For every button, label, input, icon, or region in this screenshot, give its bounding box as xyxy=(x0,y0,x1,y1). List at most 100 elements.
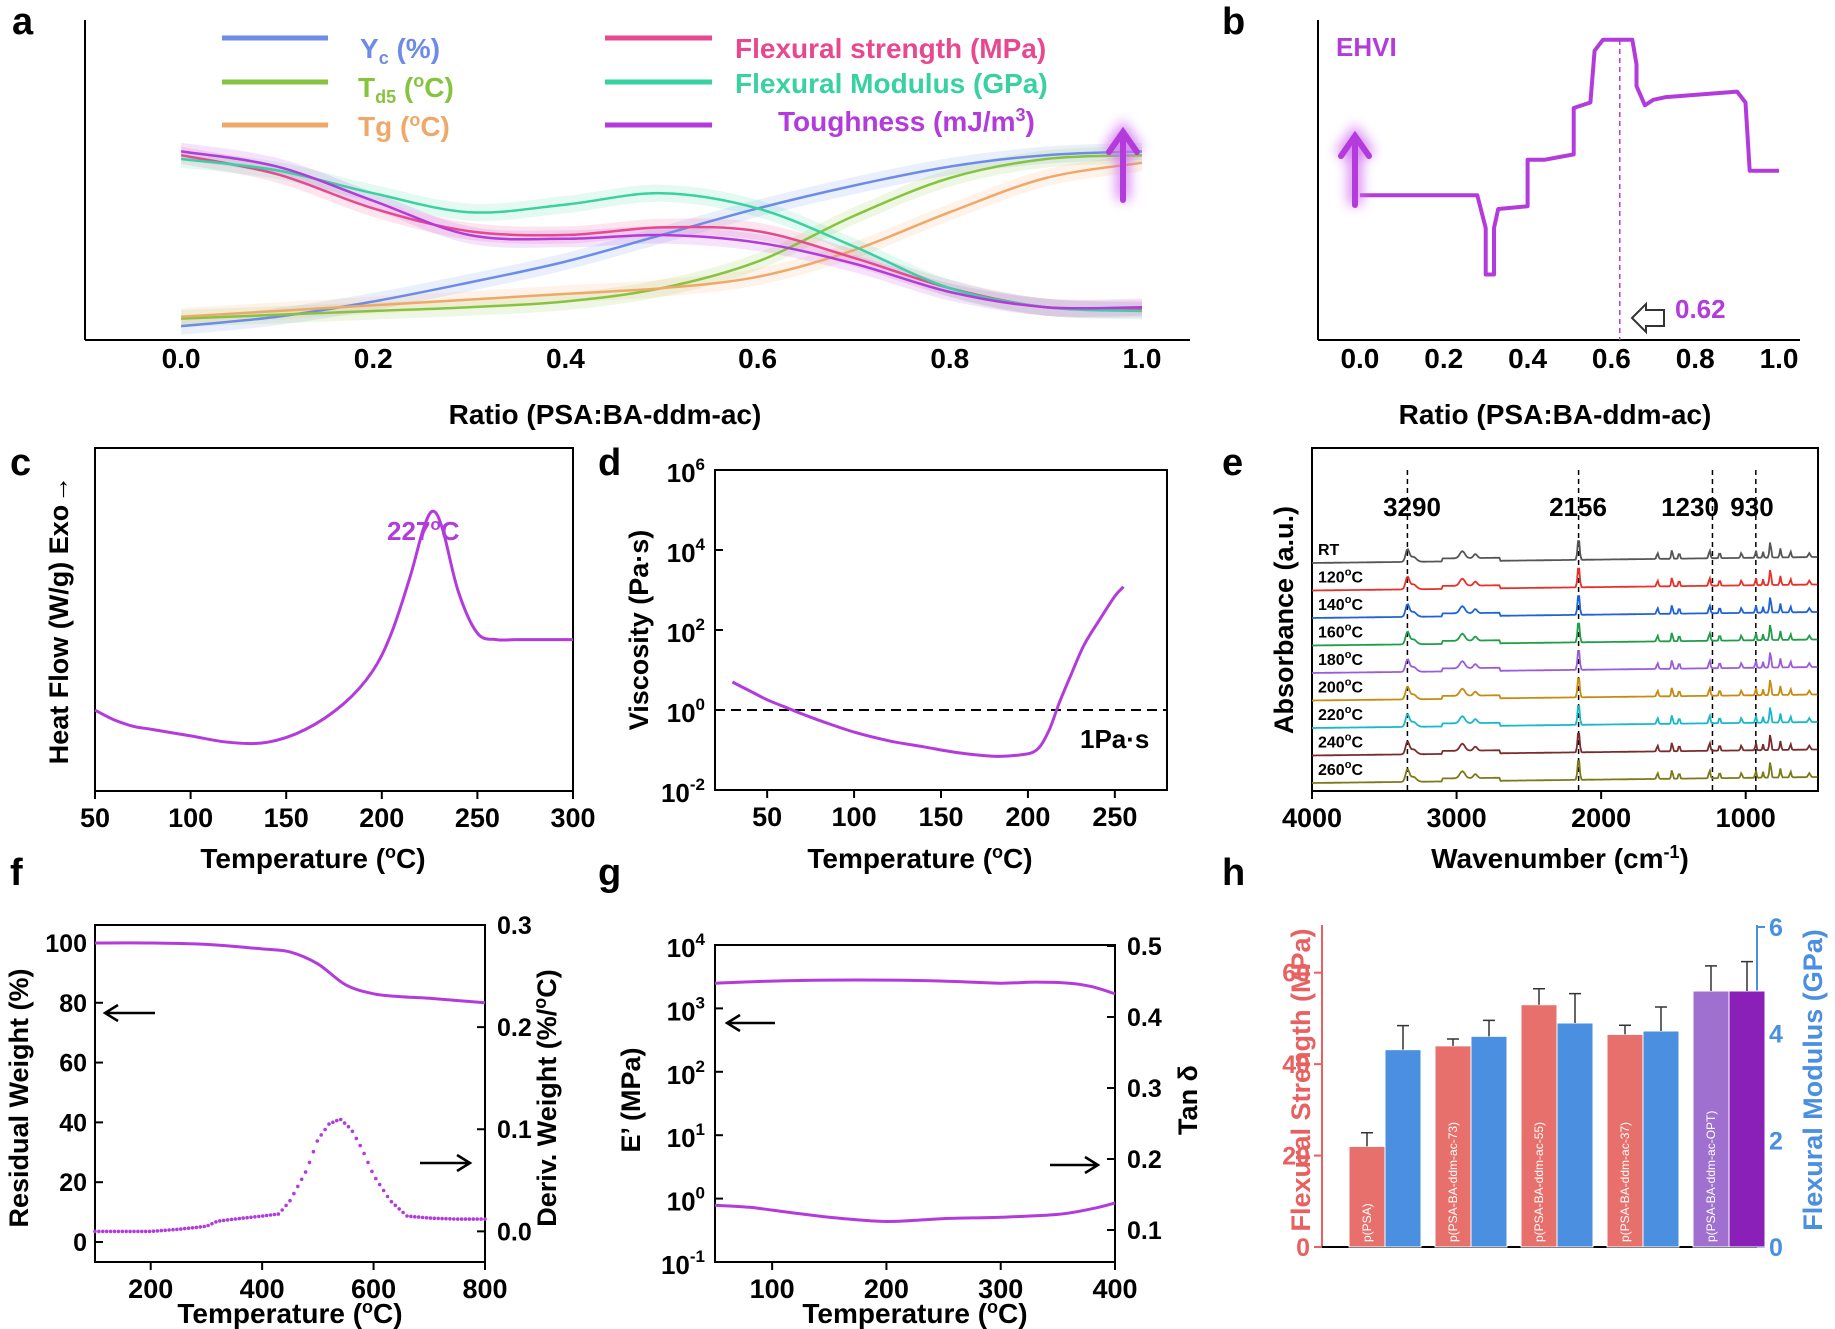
panel-h-modulus-bar-2 xyxy=(1556,1022,1594,1248)
panel-c-xtick-2-label: 150 xyxy=(264,803,309,833)
panel-g-xtick-2-label: 300 xyxy=(978,1274,1023,1304)
panel-f-derivative-dot xyxy=(467,1217,472,1221)
panel-f-derivative-dot xyxy=(366,1160,370,1165)
panel-f-derivative-dot xyxy=(214,1220,218,1224)
panel-b-up-arrow-icon xyxy=(1335,123,1375,208)
panel-f-yrtick-2-label: 0.2 xyxy=(497,1014,532,1042)
panel-f-yltick-3-label: 60 xyxy=(59,1050,87,1078)
panel-a-xtick-1-label: 0.2 xyxy=(354,343,393,374)
panel-f-derivative-dot xyxy=(288,1198,292,1203)
panel-f-derivative-dot xyxy=(194,1225,199,1230)
panel-h-yrtick-0-label: 0 xyxy=(1769,1234,1783,1262)
panel-e-spectrum-8 xyxy=(1312,760,1818,784)
panel-f-derivative-dot xyxy=(151,1229,156,1233)
legend-label-tough: Toughness (mJ/m3) xyxy=(778,105,1035,137)
panel-e-series-label-6: 220oC xyxy=(1318,704,1363,724)
panel-d-ytick-0-label: 10-2 xyxy=(661,775,705,808)
panel-e-x-label: Wavenumber (cm-1) xyxy=(1431,842,1689,874)
panel-f-derivative-dot xyxy=(202,1224,206,1229)
panel-f-derivative-dot xyxy=(331,1120,335,1125)
panel-h-strength-error-4 xyxy=(1705,965,1717,991)
panel-f-derivative-dot xyxy=(455,1217,460,1221)
panel-c-xtick-4-label: 250 xyxy=(455,803,500,833)
panel-b-xtick-0-label: 0.0 xyxy=(1340,343,1379,374)
panel-d-xtick-0-label: 50 xyxy=(752,802,782,832)
panel-f-derivative-dot xyxy=(190,1226,195,1230)
panel-e-spectra: RT 120oC 140oC 160oC 180oC 200oC 220oC 240oC 260… xyxy=(1312,540,1818,784)
panel-a-lines xyxy=(180,150,1143,328)
panel-a-xtick-3-label: 0.6 xyxy=(738,343,777,374)
panel-h-modulus-error-3 xyxy=(1655,1006,1667,1031)
panel-e-spectrum-0 xyxy=(1312,540,1818,564)
panel-e-xtick-0-label: 4000 xyxy=(1282,803,1342,833)
panel-g-xtick-3-label: 400 xyxy=(1092,1274,1137,1304)
panel-f-derivative-dot xyxy=(452,1217,456,1221)
panel-b-ehvi-label: EHVI xyxy=(1336,32,1397,62)
panel-f-derivative-dot xyxy=(163,1228,167,1233)
panel-f-derivative-dot xyxy=(221,1218,226,1223)
panel-e-series-label-4: 180oC xyxy=(1318,649,1363,669)
panel-f-derivative-dot xyxy=(436,1216,441,1221)
panel-f-derivative-dot xyxy=(218,1219,222,1223)
panel-b-xtick-5-label: 1.0 xyxy=(1760,343,1799,374)
panel-f-derivative-dot xyxy=(397,1207,402,1211)
panel-f-derivative-dot xyxy=(296,1184,300,1189)
panel-b-xtick-2-label: 0.4 xyxy=(1508,343,1547,374)
panel-f-derivative-dot xyxy=(362,1151,366,1156)
panel-h-strength-error-0 xyxy=(1361,1131,1373,1147)
panel-h-category-label-4: p(PSA-BA-ddm-ac-OPT) xyxy=(1704,1111,1718,1242)
panel-f-yltick-4-label: 80 xyxy=(59,990,87,1018)
panel-h-modulus-bar-4 xyxy=(1728,990,1766,1248)
panel-f-derivative-dot xyxy=(315,1139,320,1143)
panel-f-xtick-2-label: 600 xyxy=(351,1274,396,1304)
legend-label-td5: Td5 (oC) xyxy=(358,71,454,107)
panel-h-category-label-3: p(PSA-BA-ddm-ac-37) xyxy=(1618,1122,1632,1242)
panel-f-derivative-dot xyxy=(276,1212,281,1216)
panel-a-xtick-0-label: 0.0 xyxy=(162,343,201,374)
panel-f-derivative-dot xyxy=(140,1229,144,1234)
panel-h-modulus-error-4 xyxy=(1741,960,1753,991)
panel-f-derivative-dot xyxy=(409,1214,413,1219)
panel-a-band-tg xyxy=(181,154,1143,326)
panel-f-derivative-curve xyxy=(93,1117,487,1234)
panel-f-derivative-dot xyxy=(128,1229,132,1234)
panel-f-xtick-0-label: 200 xyxy=(128,1274,173,1304)
panel-e-peak-label-2: 1230 xyxy=(1661,492,1719,522)
panel-h-modulus-bar-1 xyxy=(1470,1035,1508,1248)
panel-b-ticks: 0.0 0.2 0.4 0.6 0.8 1.0 xyxy=(1340,343,1799,374)
panel-h-modulus-error-2 xyxy=(1569,992,1581,1023)
panel-f-derivative-dot xyxy=(264,1213,269,1218)
panel-b-xtick-4-label: 0.8 xyxy=(1676,343,1715,374)
panel-d-viscosity-curve-path xyxy=(731,585,1125,758)
panel-g-storage-modulus-path xyxy=(714,978,1116,996)
panel-f-yrtick-0-label: 0.0 xyxy=(497,1218,532,1246)
panel-d-xtick-4-label: 250 xyxy=(1092,802,1137,832)
panel-c-dsc-curve-path xyxy=(94,509,573,746)
panel-g-yrtick-3-label: 0.4 xyxy=(1127,1004,1162,1032)
panel-f-derivative-dot xyxy=(101,1229,105,1234)
panel-e-series-label-7: 240oC xyxy=(1318,732,1363,752)
panel-e-spectrum-7 xyxy=(1312,732,1818,757)
panel-c-y-label: Heat Flow (W/g) Exo→ xyxy=(44,476,74,765)
panel-f-derivative-dot xyxy=(370,1169,374,1174)
panel-letter-g: g xyxy=(598,852,621,894)
panel-f-derivative-dot xyxy=(97,1229,101,1234)
panel-f-derivative-dot xyxy=(444,1216,448,1221)
panel-g-yltick-5-label: 104 xyxy=(667,930,706,963)
panel-b-chart: 0.0 0.2 0.4 0.6 0.8 1.0 EHVI 0.62 Ratio (PSA:… xyxy=(1317,20,1800,430)
panel-e-series-label-3: 160oC xyxy=(1318,622,1363,642)
panel-f-derivative-dot xyxy=(307,1160,312,1165)
panel-h-yltick-3-label: 60 xyxy=(1282,960,1310,988)
panel-h-strength-error-3 xyxy=(1619,1024,1631,1035)
panel-g-right-y-label: Tan δ xyxy=(1173,1065,1203,1135)
panel-f-derivative-dot xyxy=(147,1229,152,1234)
panel-a-legend: Yc (%) Td5 (oC) Tg (oC) Flexural strengt… xyxy=(222,33,1048,142)
panel-e-peak-label-3: 930 xyxy=(1730,492,1773,522)
panel-c-xtick-3-label: 200 xyxy=(359,803,404,833)
panel-f-derivative-dot xyxy=(116,1229,121,1234)
panel-f-derivative-dot xyxy=(358,1143,363,1148)
panel-f-derivative-dot xyxy=(413,1215,417,1219)
panel-f-derivative-dot xyxy=(245,1215,249,1220)
panel-f-derivative-dot xyxy=(260,1214,265,1218)
